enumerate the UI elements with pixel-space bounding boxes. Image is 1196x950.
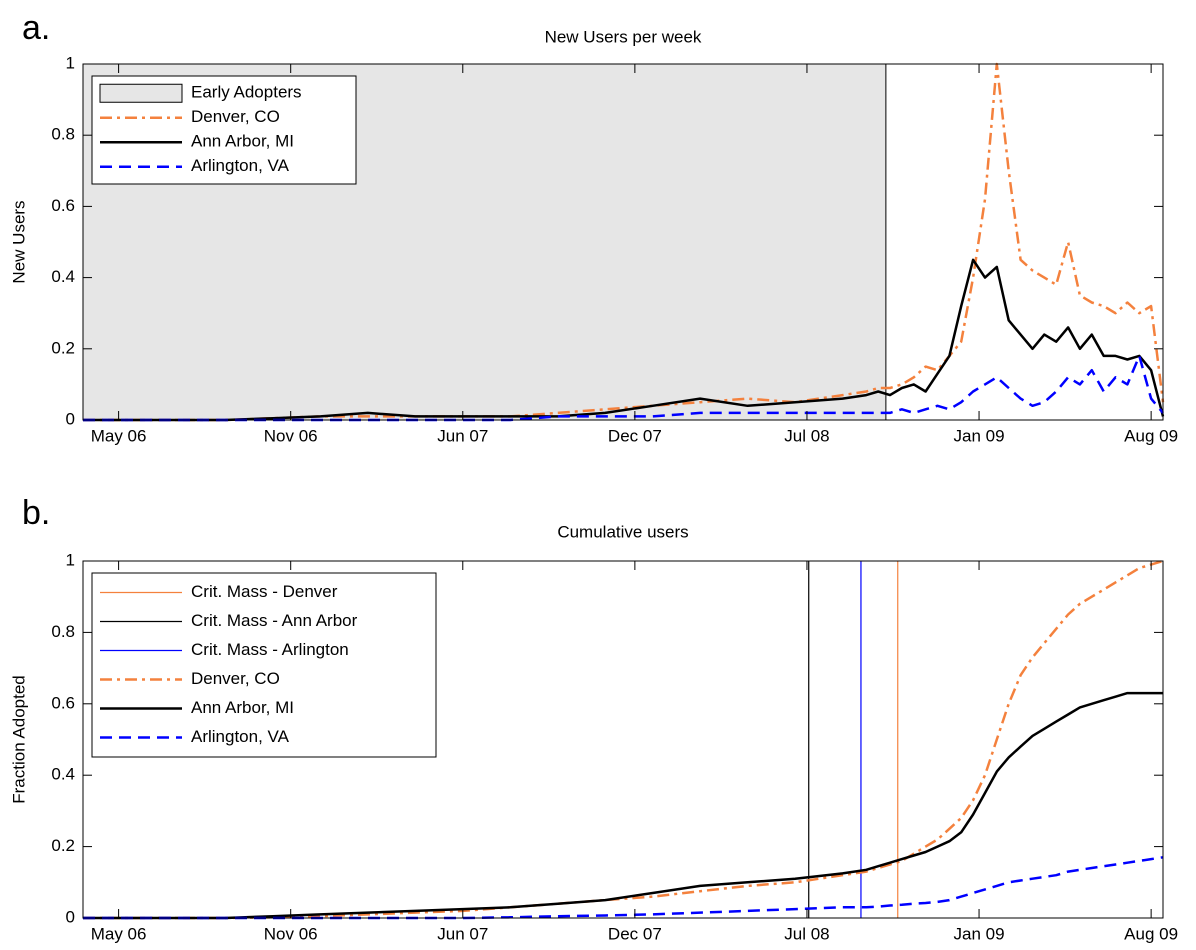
x-tick-label: Nov 06 [264, 426, 318, 445]
x-tick-label: Aug 09 [1124, 924, 1178, 943]
chart-title: New Users per week [545, 27, 702, 46]
y-tick-label: 0.6 [51, 693, 75, 712]
legend-label: Denver, CO [191, 669, 280, 688]
y-tick-label: 0.2 [51, 338, 75, 357]
legend-label: Ann Arbor, MI [191, 132, 294, 151]
legend-label: Ann Arbor, MI [191, 698, 294, 717]
x-tick-label: Jan 09 [954, 426, 1005, 445]
x-tick-label: Jul 08 [784, 426, 829, 445]
x-tick-label: Jul 08 [784, 924, 829, 943]
series-line [83, 258, 1165, 422]
subplot: b. Cumulative users Fraction Adopted May 06… [9, 494, 1178, 944]
x-tick-label: Dec 07 [608, 426, 662, 445]
legend: Early Adopters Denver, CO Ann Arbor, MI Arl… [91, 75, 357, 185]
series-line [83, 559, 1164, 920]
axes-box [82, 63, 1164, 421]
chart-title: Cumulative users [557, 522, 688, 541]
legend-label: Denver, CO [191, 107, 280, 126]
x-tick-label: Dec 07 [608, 924, 662, 943]
x-tick-label: Nov 06 [264, 924, 318, 943]
x-tick-label: Jun 07 [437, 924, 488, 943]
axes-box [82, 560, 1164, 919]
legend-label: Crit. Mass - Denver [191, 582, 338, 601]
legend-label: Arlington, VA [191, 727, 290, 746]
y-tick-label: 0.4 [51, 267, 75, 286]
y-tick-label: 0.4 [51, 765, 75, 784]
y-axis-label: Fraction Adopted [9, 675, 28, 804]
y-tick-label: 0.8 [51, 125, 75, 144]
legend-swatch [99, 83, 183, 103]
y-axis-label: New Users [9, 200, 28, 283]
panel-label: a. [22, 9, 50, 47]
x-tick-label: May 06 [91, 426, 147, 445]
y-tick-label: 0.2 [51, 836, 75, 855]
x-tick-label: Aug 09 [1124, 426, 1178, 445]
x-tick-label: May 06 [91, 924, 147, 943]
y-tick-label: 0 [66, 907, 75, 926]
y-tick-label: 0 [66, 409, 75, 428]
legend-label: Crit. Mass - Ann Arbor [191, 611, 358, 630]
y-tick-label: 0.8 [51, 622, 75, 641]
series-line [83, 691, 1163, 920]
legend-label: Early Adopters [191, 83, 302, 102]
x-tick-label: Jan 09 [954, 924, 1005, 943]
legend-label: Crit. Mass - Arlington [191, 640, 349, 659]
panel-label: b. [22, 494, 50, 532]
y-tick-label: 1 [66, 53, 75, 72]
y-tick-label: 1 [66, 550, 75, 569]
x-tick-label: Jun 07 [437, 426, 488, 445]
legend: Crit. Mass - Denver Crit. Mass - Ann Arbo… [91, 572, 437, 758]
subplot: a. New Users per week New Users May 06 Nov 0… [9, 9, 1178, 446]
y-tick-label: 0.6 [51, 196, 75, 215]
legend-box [91, 572, 437, 758]
legend-label: Arlington, VA [191, 156, 290, 175]
